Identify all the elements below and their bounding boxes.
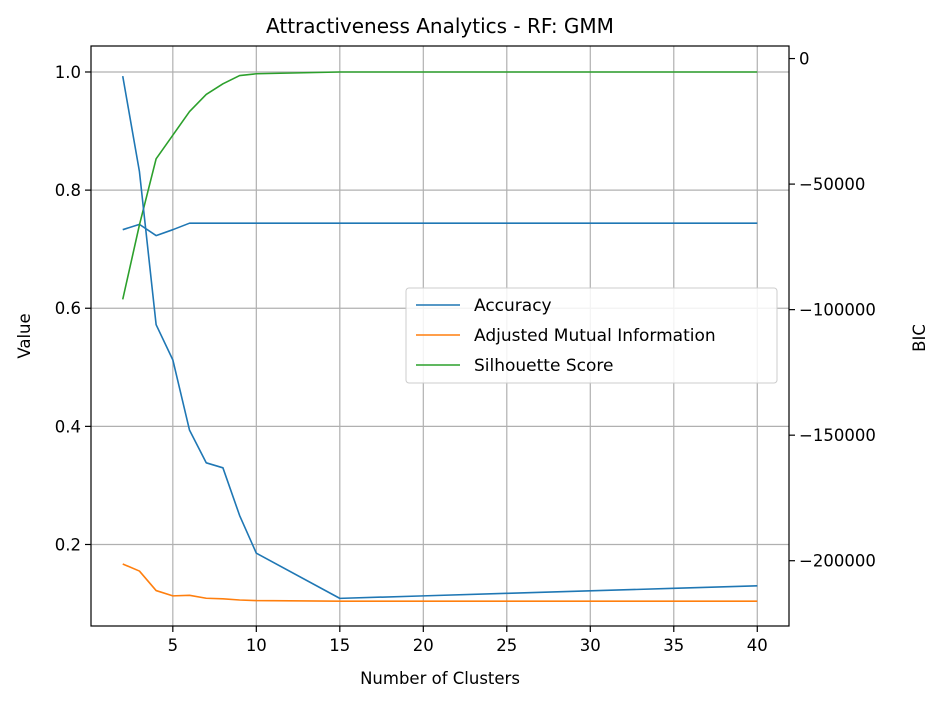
series-line-bic-3 — [121, 75, 758, 600]
legend-label: Accuracy — [474, 296, 552, 316]
legend: Accuracy Adjusted Mutual Information Silho… — [405, 287, 778, 384]
x-tick-label: 5 — [168, 636, 179, 655]
y-right-tick-label: −150000 — [799, 426, 876, 445]
y-right-tick-label: −50000 — [799, 175, 865, 194]
series-line-accuracy — [122, 222, 758, 237]
x-axis-label: Number of Clusters — [360, 669, 520, 688]
y-tick-label: 0.4 — [55, 417, 81, 436]
y-tick-label: 0.6 — [55, 299, 81, 318]
y-axis-right-label: BIC — [910, 324, 929, 352]
y-tick-label: 1.0 — [55, 63, 81, 82]
x-tick-label: 15 — [329, 636, 350, 655]
y-axis-label: Value — [15, 313, 34, 358]
x-tick-label: 20 — [413, 636, 434, 655]
series-lines — [121, 71, 758, 602]
y-tick-label: 0.2 — [55, 535, 81, 554]
x-axis-ticks: 5 10 15 20 25 30 35 40 — [168, 626, 768, 655]
x-tick-label: 35 — [663, 636, 684, 655]
y-right-tick-label: 0 — [799, 50, 810, 69]
series-line-adjusted-mutual-information — [122, 563, 758, 602]
legend-label: Silhouette Score — [474, 356, 613, 376]
y-right-tick-label: −100000 — [799, 301, 876, 320]
x-tick-label: 30 — [580, 636, 601, 655]
chart-title: Attractiveness Analytics - RF: GMM — [266, 14, 614, 38]
y-axis-right-ticks: 0 −50000 −100000 −150000 −200000 — [789, 50, 876, 571]
series-line-silhouette-score — [121, 71, 758, 300]
x-tick-label: 40 — [747, 636, 768, 655]
legend-box — [405, 287, 778, 384]
y-right-tick-label: −200000 — [799, 552, 876, 571]
legend-label: Adjusted Mutual Information — [474, 326, 716, 346]
x-tick-label: 10 — [246, 636, 267, 655]
y-tick-label: 0.8 — [55, 181, 81, 200]
y-axis-ticks: 0.2 0.4 0.6 0.8 1.0 — [55, 63, 91, 554]
plot-frame — [90, 45, 790, 627]
x-tick-label: 25 — [496, 636, 517, 655]
